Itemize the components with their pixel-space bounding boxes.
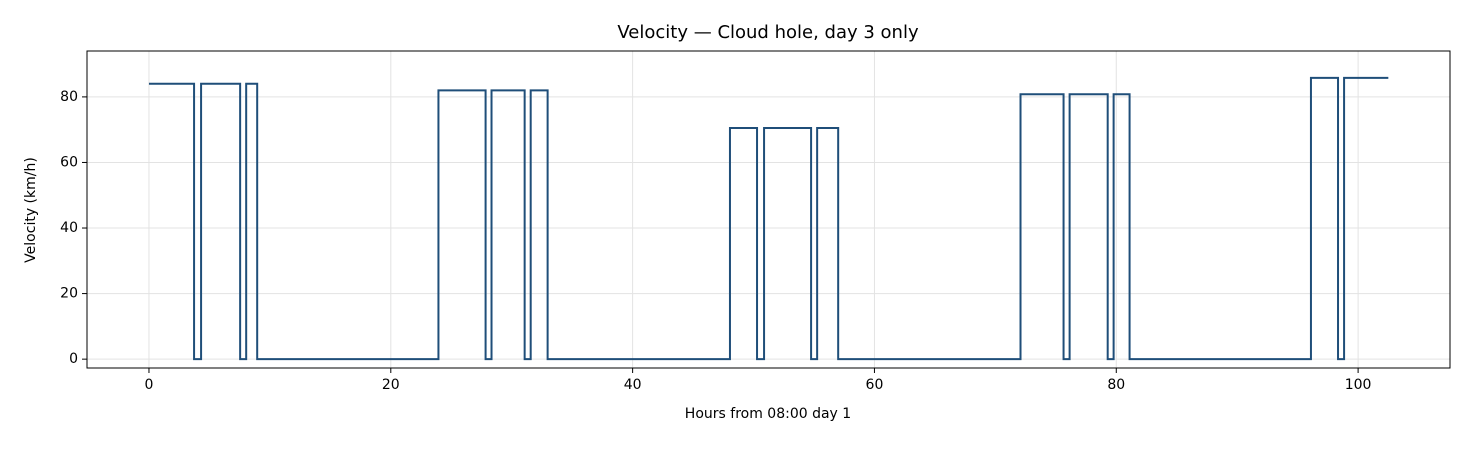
x-tick-label: 0 [145, 377, 154, 393]
plot-frame [86, 50, 1451, 369]
y-tick-label: 60 [60, 154, 78, 170]
x-tick-label: 40 [624, 377, 642, 393]
y-tick-label: 20 [60, 286, 78, 302]
x-tick-label: 80 [1107, 377, 1125, 393]
x-axis-label: Hours from 08:00 day 1 [685, 406, 851, 422]
chart-title: Velocity — Cloud hole, day 3 only [617, 22, 919, 43]
x-tick-label: 20 [382, 377, 400, 393]
y-tick-label: 0 [69, 351, 78, 367]
y-tick-label: 80 [60, 89, 78, 105]
y-axis-label: Velocity (km/h) [23, 157, 39, 263]
x-tick-label: 60 [866, 377, 884, 393]
y-tick-label: 40 [60, 220, 78, 236]
x-tick-label: 100 [1345, 377, 1372, 393]
velocity-line [148, 76, 1389, 361]
